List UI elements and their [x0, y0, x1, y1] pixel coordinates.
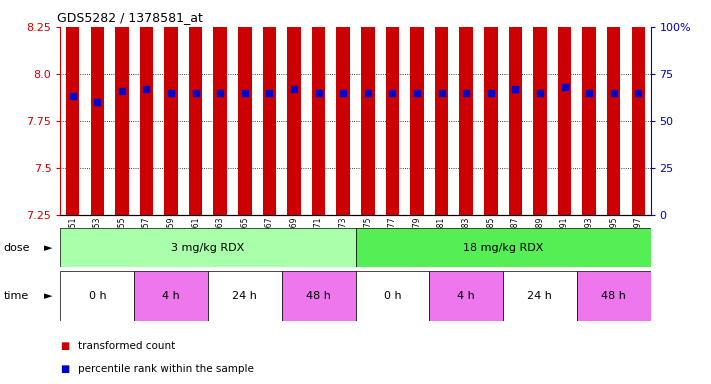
Bar — [508, 0, 522, 215]
Bar — [282, 271, 356, 321]
Bar — [484, 0, 498, 215]
Text: 24 h: 24 h — [232, 291, 257, 301]
Text: dose: dose — [4, 243, 30, 253]
Bar — [356, 271, 429, 321]
Bar — [361, 0, 375, 215]
Text: 48 h: 48 h — [602, 291, 626, 301]
Bar — [262, 0, 276, 215]
Text: GDS5282 / 1378581_at: GDS5282 / 1378581_at — [57, 12, 203, 25]
Bar — [140, 0, 154, 215]
Bar — [208, 271, 282, 321]
Text: 48 h: 48 h — [306, 291, 331, 301]
Text: ■: ■ — [60, 364, 70, 374]
Text: 4 h: 4 h — [162, 291, 180, 301]
Text: transformed count: transformed count — [78, 341, 176, 351]
Text: time: time — [4, 291, 29, 301]
Bar — [631, 0, 645, 215]
Bar — [429, 271, 503, 321]
Text: 18 mg/kg RDX: 18 mg/kg RDX — [463, 243, 543, 253]
Text: 24 h: 24 h — [528, 291, 552, 301]
Bar — [238, 0, 252, 215]
Text: ■: ■ — [60, 341, 70, 351]
Text: 0 h: 0 h — [88, 291, 106, 301]
Text: percentile rank within the sample: percentile rank within the sample — [78, 364, 254, 374]
Bar — [356, 228, 651, 267]
Bar — [90, 0, 104, 215]
Text: 0 h: 0 h — [383, 291, 401, 301]
Bar — [115, 0, 129, 215]
Text: 3 mg/kg RDX: 3 mg/kg RDX — [171, 243, 245, 253]
Bar — [213, 0, 227, 215]
Text: ►: ► — [44, 243, 53, 253]
Bar — [189, 0, 203, 215]
Bar — [459, 0, 473, 215]
Bar — [66, 0, 80, 215]
Bar — [287, 0, 301, 215]
Bar — [336, 0, 350, 215]
Bar — [385, 0, 399, 215]
Text: ►: ► — [44, 291, 53, 301]
Bar — [60, 228, 356, 267]
Text: 4 h: 4 h — [457, 291, 475, 301]
Bar — [435, 0, 449, 215]
Bar — [557, 0, 571, 215]
Bar — [607, 0, 621, 215]
Bar — [134, 271, 208, 321]
Bar — [410, 0, 424, 215]
Bar — [503, 271, 577, 321]
Bar — [577, 271, 651, 321]
Bar — [60, 271, 134, 321]
Bar — [533, 0, 547, 215]
Bar — [312, 0, 326, 215]
Bar — [164, 0, 178, 215]
Bar — [582, 0, 596, 215]
